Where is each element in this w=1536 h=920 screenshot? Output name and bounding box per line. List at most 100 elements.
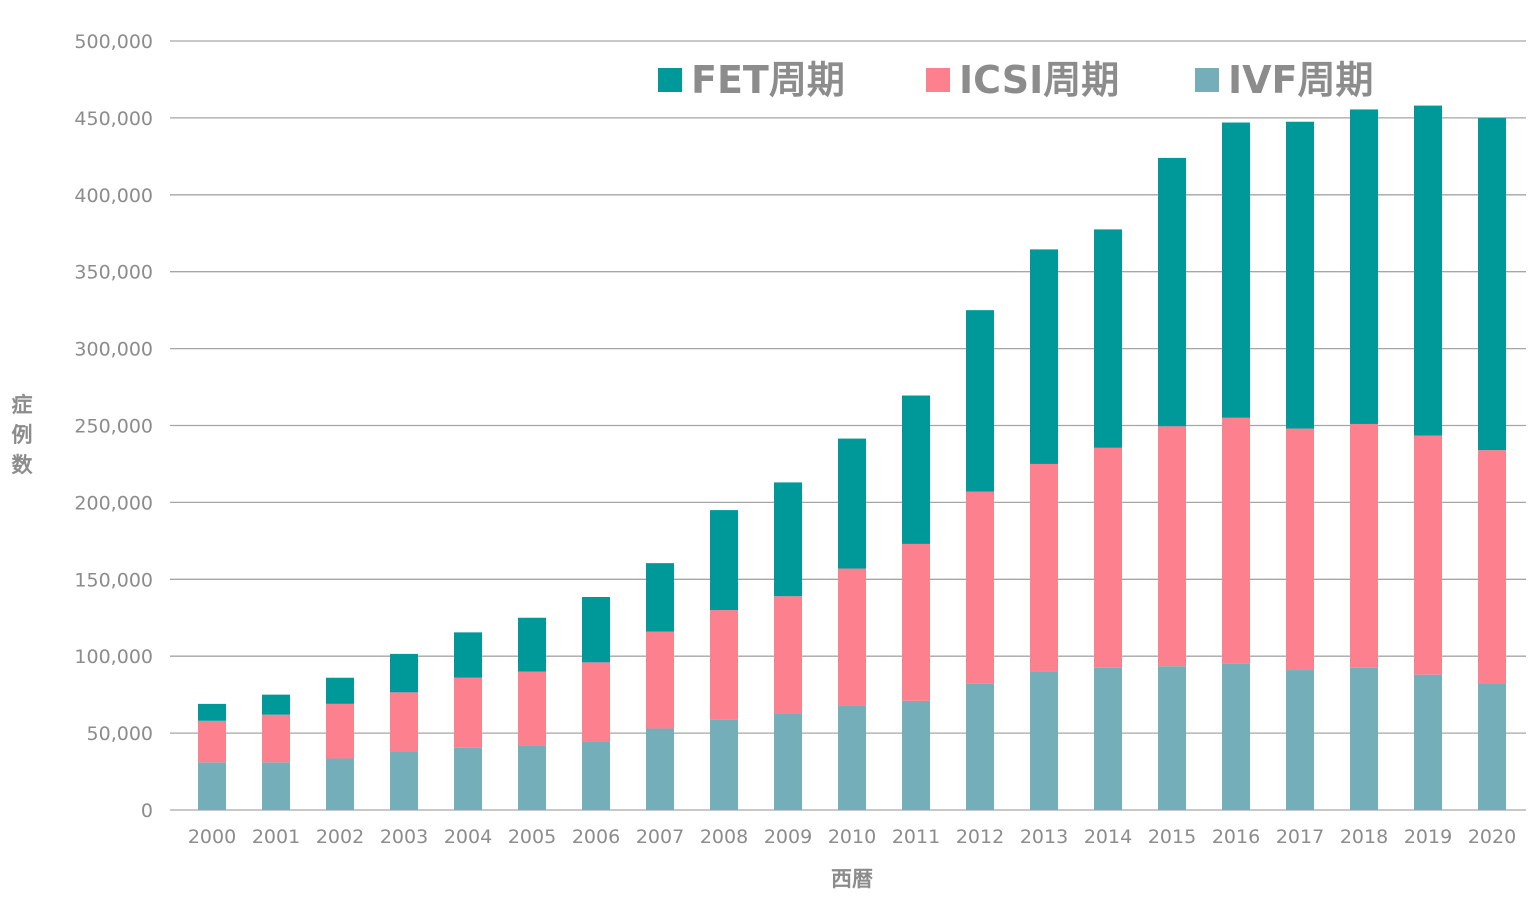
y-tick-label: 50,000 (87, 723, 153, 745)
bar-IVF周期-2013 (1030, 671, 1058, 810)
y-tick-label: 350,000 (74, 262, 153, 284)
legend-swatch (926, 68, 950, 92)
x-tick-label: 2015 (1148, 826, 1196, 848)
x-tick-label: 2009 (764, 826, 812, 848)
x-tick-label: 2008 (700, 826, 748, 848)
bar-IVF周期-2001 (262, 762, 290, 810)
y-tick-label: 250,000 (74, 416, 153, 438)
bar-ICSI周期-2017 (1286, 428, 1314, 671)
bar-IVF周期-2002 (326, 758, 354, 810)
bar-IVF周期-2000 (198, 762, 226, 810)
bar-IVF周期-2005 (518, 745, 546, 810)
x-tick-label: 2016 (1212, 826, 1260, 848)
x-axis-title: 西暦 (831, 867, 873, 891)
bar-ICSI周期-2020 (1478, 450, 1506, 684)
x-tick-label: 2018 (1340, 826, 1388, 848)
bar-IVF周期-2016 (1222, 663, 1250, 810)
legend-swatch (1195, 68, 1219, 92)
bar-FET周期-2006 (582, 596, 610, 663)
x-tick-label: 2004 (444, 826, 492, 848)
bar-ICSI周期-2008 (710, 610, 738, 720)
bar-FET周期-2019 (1414, 105, 1442, 436)
bar-IVF周期-2003 (390, 751, 418, 810)
x-tick-label: 2011 (892, 826, 940, 848)
y-axis-title-char: 数 (12, 453, 34, 477)
bar-ICSI周期-2009 (774, 596, 802, 714)
bar-ICSI周期-2010 (838, 568, 866, 706)
bar-FET周期-2013 (1030, 249, 1058, 464)
bars (198, 105, 1506, 810)
bar-FET周期-2012 (966, 310, 994, 492)
x-axis-ticks: 2000 2001 2002 2003 2004 2005 2006 2007 2008 2009… (188, 826, 1516, 848)
y-axis-ticks: 0 50,000 100,000 150,000 200,000 250,000 300,0… (74, 31, 153, 822)
y-axis-title-char: 例 (12, 423, 33, 447)
bar-IVF周期-2014 (1094, 667, 1122, 810)
x-tick-label: 2017 (1276, 826, 1324, 848)
bar-FET周期-2009 (774, 482, 802, 597)
bar-FET周期-2005 (518, 617, 546, 672)
bar-ICSI周期-2004 (454, 677, 482, 748)
bar-ICSI周期-2018 (1350, 423, 1378, 668)
bar-FET周期-2010 (838, 438, 866, 569)
bar-FET周期-2004 (454, 632, 482, 678)
bar-ICSI周期-2014 (1094, 447, 1122, 668)
bar-ICSI周期-2001 (262, 714, 290, 763)
y-tick-label: 150,000 (74, 569, 153, 591)
y-tick-label: 0 (141, 800, 153, 822)
legend-label: FET周期 (691, 58, 845, 102)
x-tick-label: 2006 (572, 826, 620, 848)
x-tick-label: 2013 (1020, 826, 1068, 848)
y-axis-title-char: 症 (12, 393, 33, 417)
y-tick-label: 100,000 (74, 646, 153, 668)
bar-IVF周期-2007 (646, 728, 674, 810)
x-tick-label: 2010 (828, 826, 876, 848)
bar-ICSI周期-2006 (582, 662, 610, 742)
bar-ICSI周期-2011 (902, 543, 930, 701)
bar-IVF周期-2008 (710, 719, 738, 810)
bar-FET周期-2003 (390, 653, 418, 693)
bar-FET周期-2002 (326, 677, 354, 704)
bar-IVF周期-2009 (774, 713, 802, 810)
x-tick-label: 2019 (1404, 826, 1452, 848)
bar-ICSI周期-2016 (1222, 417, 1250, 664)
legend-label: ICSI周期 (959, 58, 1119, 102)
bar-IVF周期-2020 (1478, 683, 1506, 810)
bar-FET周期-2011 (902, 395, 930, 544)
bar-FET周期-2007 (646, 563, 674, 632)
bar-ICSI周期-2003 (390, 692, 418, 752)
bar-IVF周期-2017 (1286, 670, 1314, 810)
y-tick-label: 500,000 (74, 31, 153, 53)
bar-FET周期-2020 (1478, 117, 1506, 451)
bar-IVF周期-2015 (1158, 666, 1186, 810)
bar-ICSI周期-2000 (198, 720, 226, 763)
x-tick-label: 2000 (188, 826, 236, 848)
x-tick-label: 2003 (380, 826, 428, 848)
y-axis-title: 症例数 (12, 393, 34, 477)
bar-FET周期-2008 (710, 510, 738, 611)
x-tick-label: 2005 (508, 826, 556, 848)
bar-IVF周期-2018 (1350, 667, 1378, 810)
x-tick-label: 2012 (956, 826, 1004, 848)
bar-FET周期-2001 (262, 694, 290, 715)
x-tick-label: 2001 (252, 826, 300, 848)
bar-ICSI周期-2002 (326, 703, 354, 759)
bar-FET周期-2016 (1222, 122, 1250, 418)
bar-IVF周期-2012 (966, 683, 994, 810)
x-tick-label: 2007 (636, 826, 684, 848)
bar-IVF周期-2011 (902, 700, 930, 810)
y-tick-label: 200,000 (74, 492, 153, 514)
bar-IVF周期-2010 (838, 705, 866, 810)
bar-IVF周期-2019 (1414, 674, 1442, 810)
bar-FET周期-2017 (1286, 121, 1314, 429)
bar-ICSI周期-2019 (1414, 435, 1442, 675)
bar-IVF周期-2004 (454, 747, 482, 810)
x-tick-label: 2002 (316, 826, 364, 848)
legend: FET周期 ICSI周期 IVF周期 (658, 58, 1374, 102)
y-tick-label: 300,000 (74, 339, 153, 361)
bar-FET周期-2015 (1158, 157, 1186, 427)
legend-swatch (658, 68, 682, 92)
bar-ICSI周期-2012 (966, 491, 994, 684)
bar-ICSI周期-2013 (1030, 463, 1058, 672)
